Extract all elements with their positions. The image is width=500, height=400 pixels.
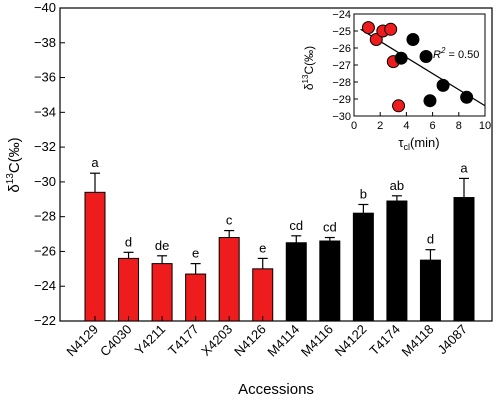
inset-r2-label: R2 = 0.50 [433,46,479,61]
scatter-point-1 [361,21,375,35]
scatter-point-12 [460,90,474,104]
main-y-tick-label: −34 [34,104,56,119]
significance-letter-J4087: a [460,160,468,175]
main-y-sup: 13 [5,173,16,185]
inset-y-tick-label: −24 [332,9,351,21]
inset-y-tick-label: −30 [332,111,351,123]
inset-x-tick-label: 10 [479,120,491,132]
bar-N4126 [252,268,274,322]
category-label-M4114: M4114 [264,322,302,360]
category-label-J4087: J4087 [434,322,470,358]
main-y-tick-label: −36 [34,70,56,85]
significance-letter-T4177: e [192,246,199,261]
inset-x-tick-label: 4 [403,120,409,132]
inset-r2-r: R [433,49,441,61]
bar-M4118 [419,259,441,322]
main-x-axis: N4129C4030Y4211T4177X4203N4126M4114M4116… [63,316,470,360]
inset-x-tick-label: 0 [351,120,357,132]
category-label-M4116: M4116 [298,322,336,360]
inset-y-sup: 13 [301,74,310,83]
category-label-Y4211: Y4211 [132,322,169,359]
main-y-tail: C(‰) [6,137,23,173]
inset-y-delta: δ [302,83,316,90]
main-plot-frame [59,7,493,322]
category-label-T4174: T4174 [366,322,403,359]
main-x-axis-title: Accessions [238,381,314,398]
inset-x-sub: cl [404,142,411,152]
scatter-point-4 [384,22,398,36]
main-y-tick-label: −32 [34,139,56,154]
inset-background [352,11,488,127]
category-label-N4122: N4122 [332,322,370,360]
bar-C4030 [118,257,140,322]
scatter-point-6 [392,99,406,113]
bar-X4203 [218,237,240,322]
main-y-tick-label: −30 [34,174,56,189]
significance-letter-T4174: ab [390,178,404,193]
category-label-C4030: C4030 [97,322,135,360]
inset-x-tick-label: 8 [456,120,462,132]
inset-y-tail: C(‰) [302,46,316,75]
inset-y-tick-label: −26 [332,43,351,55]
main-y-axis: −22 −24 −26 −28 −30 −32 −34 −36 −38 −40 [34,0,65,328]
scatter-point-7 [394,51,408,65]
bar-N4129 [84,191,106,322]
significance-letter-X4203: c [226,213,233,228]
inset-r2-value: = 0.50 [445,49,479,61]
scatter-point-10 [423,94,437,108]
main-y-delta: δ [6,184,23,192]
inset-x-axis-title: τcl(min) [398,135,439,152]
bar-M4116 [319,240,341,322]
category-label-T4177: T4177 [165,322,202,359]
category-label-M4118: M4118 [399,322,437,360]
main-y-tick-label: −26 [34,243,56,258]
scatter-point-2 [369,33,383,46]
significance-letter-M4118: d [427,232,434,247]
significance-letter-N4129: a [91,155,99,170]
bar-J4087 [453,197,475,322]
bar-T4177 [185,273,207,322]
category-label-N4129: N4129 [63,322,101,360]
category-label-X4203: X4203 [198,322,235,359]
inset-y-axis: −24 −25 −26 −27 −28 −29 −30 [332,9,358,123]
scatter-point-9 [419,50,433,63]
inset-y-tick-label: −28 [332,77,351,89]
inset-x-axis: 0 2 4 6 8 10 [351,112,491,132]
inset-y-tick-label: −25 [332,26,351,38]
bar-T4174 [386,200,408,322]
main-y-tick-label: −28 [34,209,56,224]
scatter-point-11 [436,78,450,92]
bar-N4122 [352,212,374,322]
inset-x-tail: (min) [410,135,440,150]
inset-points-group [361,21,474,113]
inset-r2-sup: 2 [440,46,446,55]
inset-y-axis-title: δ13C(‰) [301,46,316,90]
significance-letter-Y4211: de [155,238,169,253]
inset-y-tick-label: −27 [332,60,351,72]
significance-letter-C4030: d [125,234,132,249]
main-y-tick-label: −40 [34,0,56,15]
main-y-tick-label: −38 [34,35,56,50]
inset-x-tick-label: 2 [377,120,383,132]
significance-letter-M4116: cd [323,220,337,235]
scatter-point-8 [406,33,420,46]
bar-Y4211 [151,263,173,322]
inset-y-tick-label: −29 [332,94,351,106]
main-y-axis-title: δ13C(‰) [5,137,23,192]
bar-M4114 [285,242,307,322]
significance-letter-N4126: e [259,240,266,255]
bars-group: a d de e c e cd cd b ab d a [84,155,475,322]
main-y-tick-label: −24 [34,278,56,293]
category-label-N4126: N4126 [231,322,269,360]
inset-x-tau: τ [398,135,404,150]
significance-letter-N4122: b [360,186,367,201]
significance-letter-M4114: cd [289,218,303,233]
main-y-tick-label: −22 [34,313,56,328]
inset-x-tick-label: 6 [430,120,436,132]
